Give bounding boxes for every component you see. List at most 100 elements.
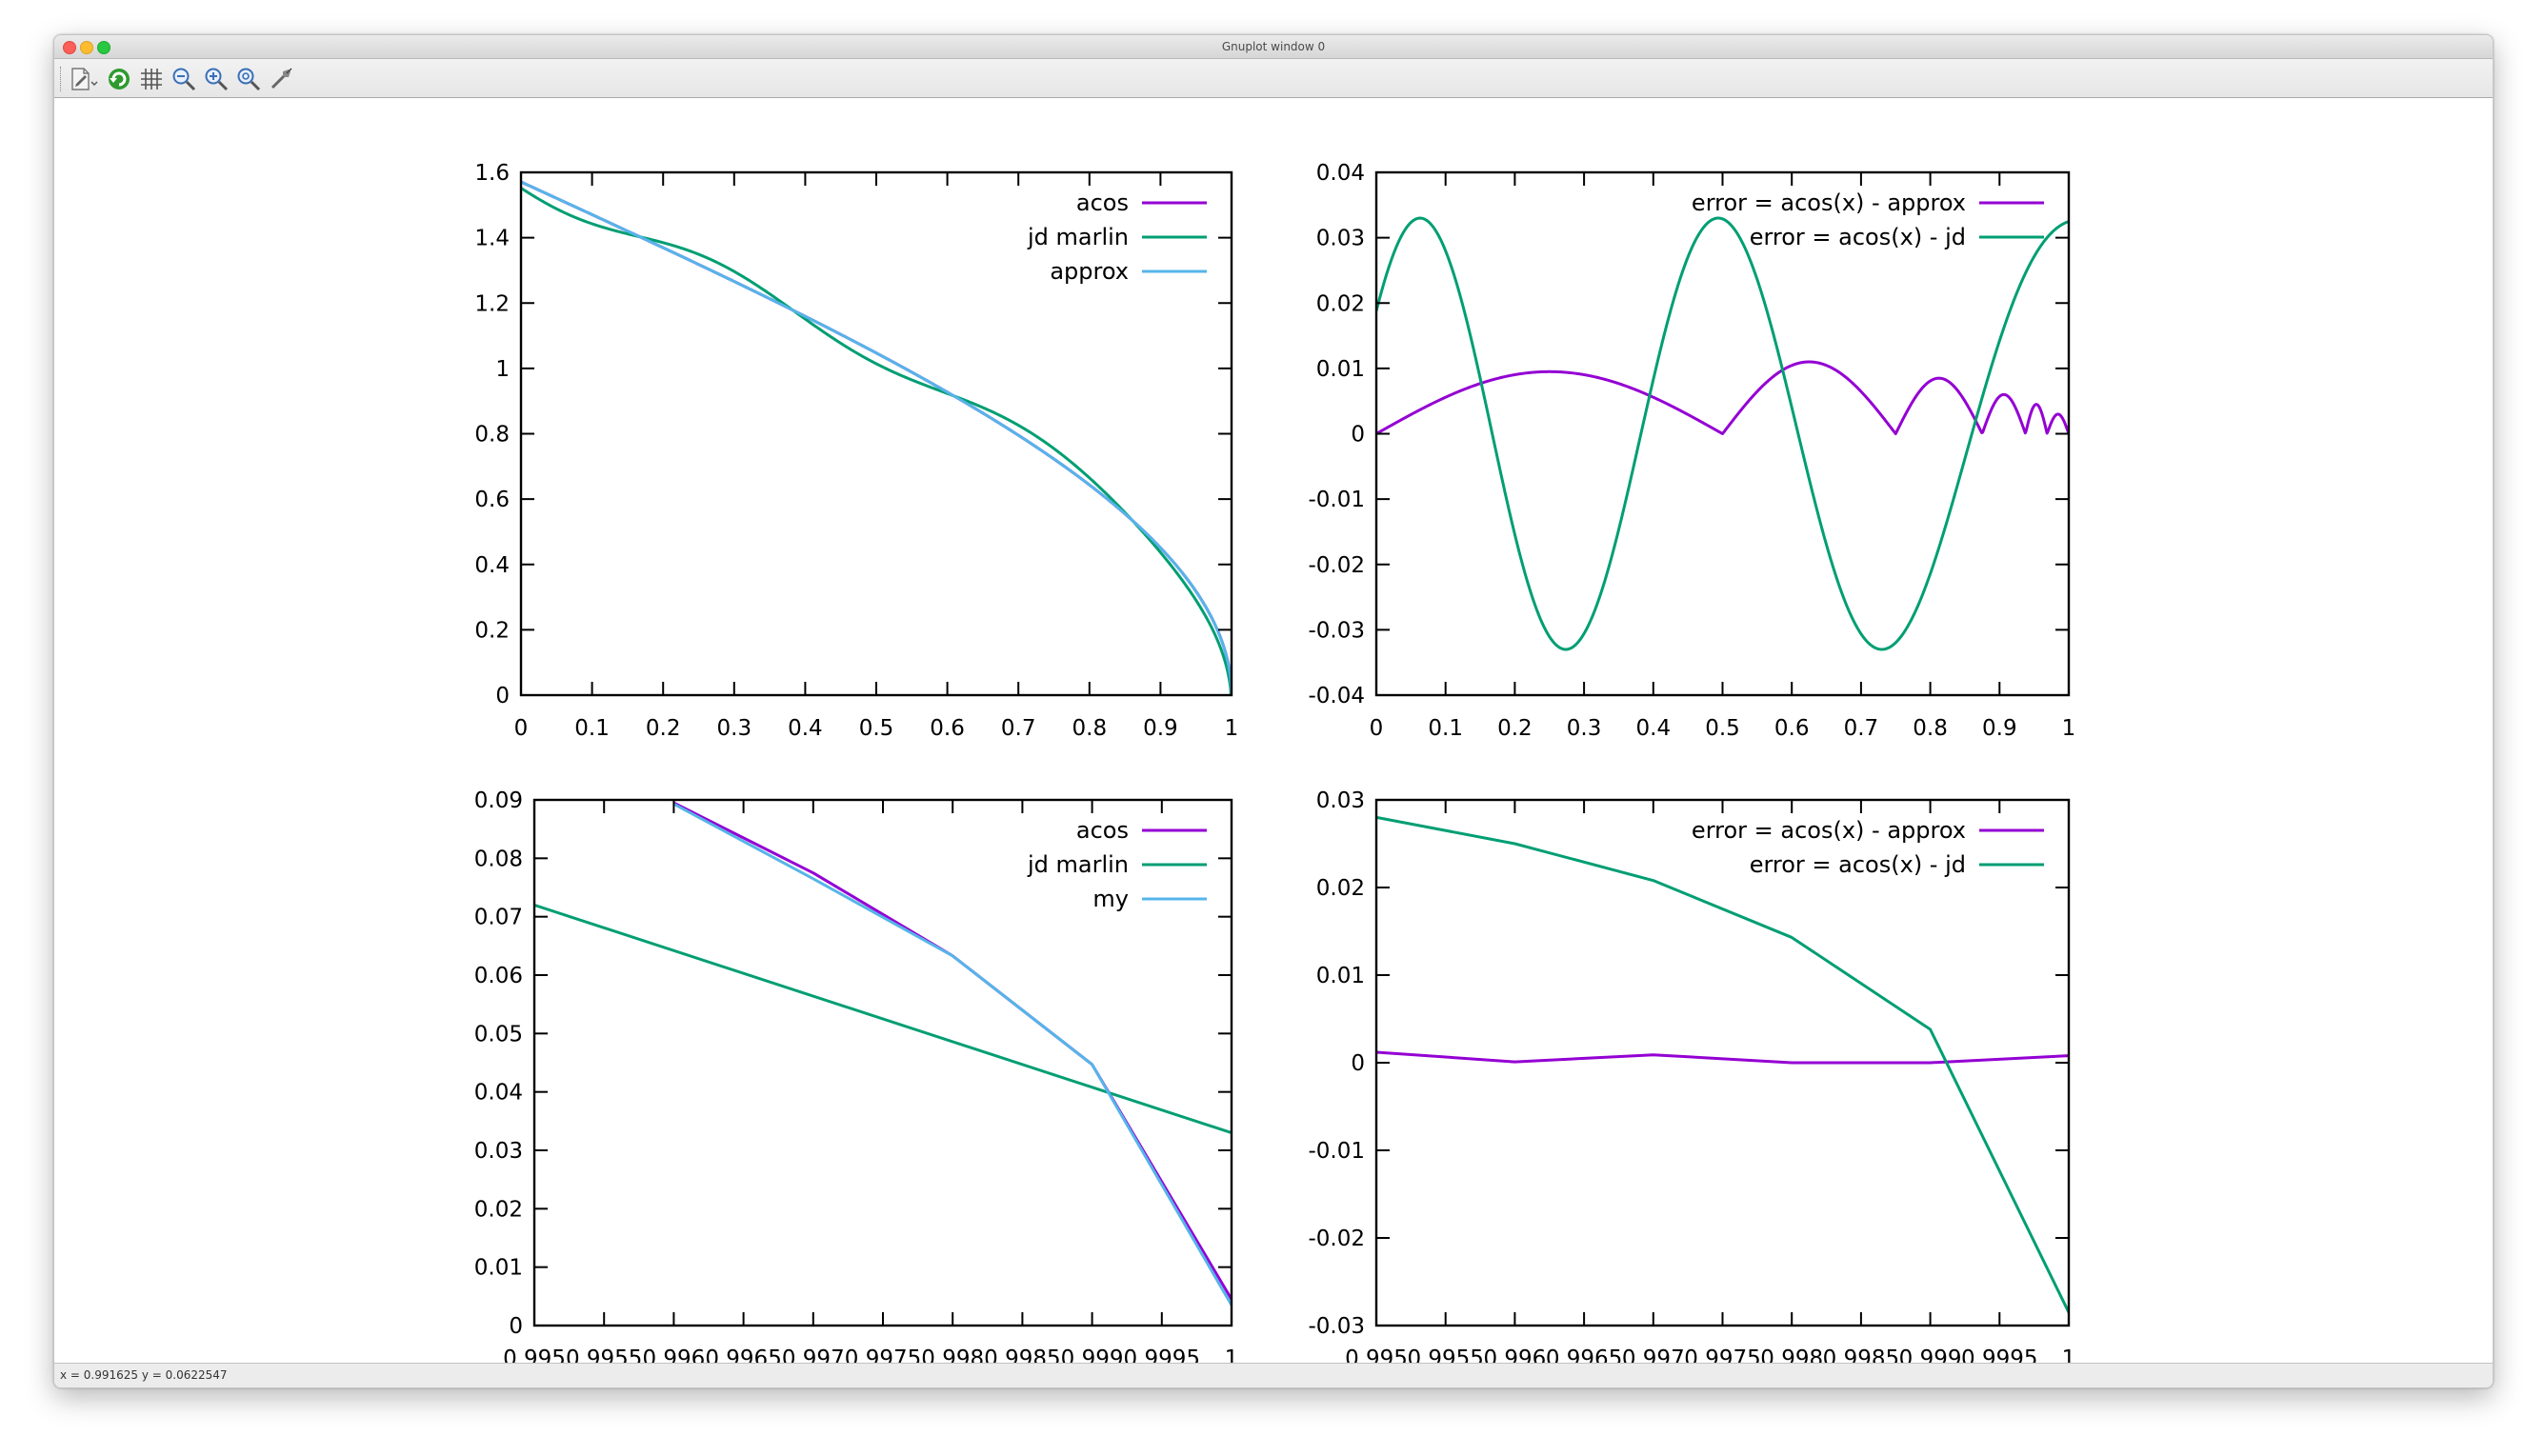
x-tick-label: 0.1	[1428, 716, 1463, 741]
series-line-2	[1376, 216, 2069, 651]
legend-label-2: jd marlin	[1027, 224, 1129, 250]
y-tick-label: -0.03	[1308, 618, 1365, 643]
series-line-3	[672, 802, 1232, 1306]
y-tick-label: -0.02	[1308, 553, 1365, 578]
x-tick-label: 0.7	[1001, 716, 1036, 741]
y-tick-label: 1.4	[474, 227, 510, 251]
y-tick-label: 1.2	[474, 291, 510, 316]
zoom-in-button[interactable]	[201, 65, 231, 93]
legend-label-3: my	[1092, 886, 1129, 912]
x-tick-label: 0.3	[1567, 716, 1602, 741]
export-button[interactable]	[68, 65, 98, 93]
x-tick-label: 0.9995	[1124, 1346, 1200, 1363]
y-tick-label: 1.6	[474, 161, 510, 186]
plot-area[interactable]: 0 0.1 0.2 0.3 0.4 0.5 0.6 0.7 0.8 0.9 1 0 0.2 0.4 0.6 0…	[54, 98, 2493, 1371]
y-tick-label: 0	[1351, 423, 1365, 448]
y-tick-label: -0.01	[1308, 1139, 1365, 1164]
legend-label-2: error = acos(x) - jd	[1750, 224, 1966, 250]
x-tick-label: 0.999	[1061, 1346, 1124, 1363]
x-tick-label: 0.995	[1345, 1346, 1408, 1363]
x-tick-label: 0.3	[717, 716, 752, 741]
x-tick-label: 0.5	[1705, 716, 1740, 741]
x-tick-label: 0.9975	[845, 1346, 921, 1363]
x-tick-label: 0.5	[859, 716, 894, 741]
y-tick-label: 0.09	[474, 788, 523, 813]
minimize-window-button[interactable]	[80, 41, 93, 54]
x-tick-label: 0.996	[642, 1346, 705, 1363]
window-title: Gnuplot window 0	[1221, 40, 1326, 53]
x-tick-label: 0.1	[574, 716, 610, 741]
y-tick-label: 0.04	[1316, 161, 1365, 186]
x-tick-label: 1	[2062, 1346, 2076, 1363]
y-tick-label: 0.01	[1316, 964, 1365, 988]
y-tick-label: 0.06	[474, 964, 523, 988]
x-tick-label: 0.998	[1760, 1346, 1823, 1363]
zoom-out-button[interactable]	[169, 65, 199, 93]
plot-border	[532, 798, 1233, 1327]
y-tick-label: 0.02	[1316, 876, 1365, 901]
zoom-out-icon	[172, 68, 196, 91]
x-tick-label: 0.6	[1774, 716, 1810, 741]
x-tick-label: 0.9965	[705, 1346, 781, 1363]
x-tick-label: 1	[2062, 716, 2076, 741]
x-tick-label: 0.9955	[1407, 1346, 1483, 1363]
title-bar: Gnuplot window 0	[54, 35, 2493, 59]
plot-border	[519, 170, 1233, 697]
x-tick-label: 0.9985	[984, 1346, 1060, 1363]
x-tick-label: 1	[1225, 1346, 1239, 1363]
x-tick-label: 0.997	[1622, 1346, 1685, 1363]
x-tick-label: 0.7	[1844, 716, 1879, 741]
x-tick-label: 0	[1370, 716, 1384, 741]
zoom-reset-button[interactable]	[233, 65, 264, 93]
y-tick-label: 0.04	[474, 1081, 523, 1106]
zoom-reset-icon	[237, 68, 261, 91]
x-tick-label: 0.2	[646, 716, 681, 741]
legend-label-1: acos	[1076, 817, 1129, 844]
x-tick-label: 0.9995	[1961, 1346, 2037, 1363]
x-tick-label: 0.9	[1143, 716, 1178, 741]
legend-label-2: jd marlin	[1027, 851, 1129, 878]
x-tick-label: 0.9975	[1684, 1346, 1760, 1363]
y-tick-label: 0	[495, 684, 510, 708]
series-line-2	[534, 903, 1232, 1135]
legend-label-1: error = acos(x) - approx	[1692, 817, 1966, 844]
toolbar-grip	[60, 67, 64, 91]
y-tick-label: 0.03	[474, 1139, 523, 1164]
x-tick-label: 0.9	[1982, 716, 2017, 741]
y-tick-label: -0.01	[1308, 488, 1365, 512]
grid-button[interactable]	[136, 65, 167, 93]
y-tick-label: 1	[495, 357, 510, 382]
y-tick-label: 0.08	[474, 847, 523, 871]
zoom-window-button[interactable]	[97, 41, 110, 54]
series-line-1	[1376, 1050, 2069, 1065]
x-tick-label: 0.9955	[566, 1346, 642, 1363]
close-window-button[interactable]	[63, 41, 76, 54]
gnuplot-window: Gnuplot window 0	[53, 34, 2494, 1388]
settings-button[interactable]	[266, 65, 296, 93]
replot-icon	[109, 69, 130, 90]
y-tick-label: 0.05	[474, 1022, 523, 1047]
y-tick-label: 0.4	[474, 553, 510, 578]
legend-label-3: approx	[1050, 258, 1129, 285]
y-tick-label: 0.01	[1316, 357, 1365, 382]
y-tick-label: 0.07	[474, 906, 523, 930]
x-tick-label: 0.9985	[1823, 1346, 1899, 1363]
x-tick-label: 0	[514, 716, 529, 741]
x-tick-label: 0.4	[788, 716, 823, 741]
x-tick-label: 0.999	[1899, 1346, 1962, 1363]
cursor-coordinates: x = 0.991625 y = 0.0622547	[60, 1368, 228, 1382]
chart-panel-3: 0.995 0.9955 0.996 0.9965 0.997 0.9975 0.998 0.…	[474, 788, 1239, 1371]
y-tick-label: -0.04	[1308, 684, 1365, 708]
x-tick-label: 0.9965	[1546, 1346, 1622, 1363]
plot-canvas[interactable]: 0 0.1 0.2 0.3 0.4 0.5 0.6 0.7 0.8 0.9 100.20.40.60…	[54, 98, 2493, 1371]
x-tick-label: 0.4	[1636, 716, 1672, 741]
series-line-3	[521, 180, 1232, 695]
x-tick-label: 0.8	[1072, 716, 1108, 741]
replot-button[interactable]	[104, 65, 134, 93]
y-tick-label: 0.01	[474, 1256, 523, 1281]
legend-label-1: acos	[1076, 189, 1129, 216]
y-tick-label: 0.6	[474, 488, 510, 512]
export-icon	[71, 68, 98, 90]
y-tick-label: 0.03	[1316, 788, 1365, 813]
grid-icon	[141, 69, 162, 90]
